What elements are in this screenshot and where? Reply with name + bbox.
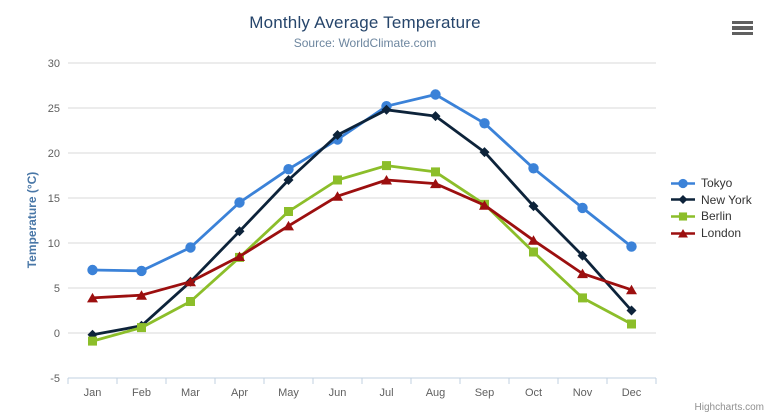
data-point-berlin[interactable] xyxy=(627,319,636,329)
series-line-berlin[interactable] xyxy=(91,164,633,343)
legend-item-london[interactable]: London xyxy=(670,225,752,242)
legend-label: London xyxy=(701,226,742,241)
data-point-berlin[interactable] xyxy=(137,323,146,333)
square-marker-icon xyxy=(671,212,695,221)
data-point-tokyo[interactable] xyxy=(283,164,294,175)
legend-item-tokyo[interactable]: Tokyo xyxy=(670,175,752,192)
data-point-new-york[interactable] xyxy=(381,104,392,115)
x-axis-label: Nov xyxy=(573,387,593,399)
data-point-berlin[interactable] xyxy=(431,167,440,177)
data-point-new-york[interactable] xyxy=(332,130,343,140)
y-axis-label: 5 xyxy=(54,283,60,295)
credits-link[interactable]: Highcharts.com xyxy=(694,402,764,413)
data-point-tokyo[interactable] xyxy=(626,241,637,252)
legend-marker-new-york[interactable] xyxy=(678,195,688,205)
series-tokyo xyxy=(87,89,637,277)
data-point-london[interactable] xyxy=(479,200,490,210)
series-berlin xyxy=(88,161,636,346)
x-axis-label: Mar xyxy=(181,387,200,399)
data-point-london[interactable] xyxy=(234,251,245,262)
data-point-berlin[interactable] xyxy=(88,336,97,346)
data-point-london[interactable] xyxy=(283,220,294,231)
data-point-tokyo[interactable] xyxy=(577,202,588,214)
circle-marker-icon xyxy=(671,178,695,188)
y-axis-label: 0 xyxy=(54,328,60,340)
data-point-tokyo[interactable] xyxy=(479,118,490,129)
triangle-marker-icon xyxy=(671,228,695,238)
x-axis-label: Oct xyxy=(525,387,542,399)
data-point-tokyo[interactable] xyxy=(185,242,196,253)
data-point-new-york[interactable] xyxy=(577,250,588,261)
x-axis-label: Dec xyxy=(622,387,642,399)
data-point-tokyo[interactable] xyxy=(528,163,539,174)
legend-marker-tokyo[interactable] xyxy=(678,178,688,188)
y-axis-label: -5 xyxy=(50,373,60,385)
series-line-london[interactable] xyxy=(91,178,633,300)
data-point-london[interactable] xyxy=(577,268,588,279)
legend-marker-london[interactable] xyxy=(678,228,688,238)
data-point-new-york[interactable] xyxy=(479,147,490,158)
data-point-tokyo[interactable] xyxy=(234,197,245,208)
y-axis-label: 30 xyxy=(48,58,60,70)
data-point-berlin[interactable] xyxy=(284,207,293,216)
x-axis-label: Jun xyxy=(329,387,347,399)
data-point-london[interactable] xyxy=(87,292,98,303)
data-point-london[interactable] xyxy=(136,290,147,300)
data-point-berlin[interactable] xyxy=(382,161,391,171)
data-point-berlin[interactable] xyxy=(333,175,342,185)
y-axis-label: 25 xyxy=(48,103,60,115)
x-axis-label: Apr xyxy=(231,387,248,399)
data-point-new-york[interactable] xyxy=(528,201,539,212)
data-point-london[interactable] xyxy=(185,276,196,287)
legend-item-new-york[interactable]: New York xyxy=(670,192,752,209)
x-axis-label: Sep xyxy=(475,387,495,399)
data-point-london[interactable] xyxy=(430,178,441,189)
data-point-berlin[interactable] xyxy=(578,293,587,303)
y-axis-title: Temperature (°C) xyxy=(25,171,39,269)
x-axis-label: Jul xyxy=(379,387,393,399)
legend-label: New York xyxy=(701,192,752,207)
series-line-new-york[interactable] xyxy=(91,108,633,337)
legend: Tokyo New York Berlin London xyxy=(670,175,752,241)
data-point-london[interactable] xyxy=(332,191,343,201)
legend-label: Tokyo xyxy=(701,176,733,191)
chart-title: Monthly Average Temperature xyxy=(249,13,481,32)
series-london xyxy=(87,175,637,303)
diamond-marker-icon xyxy=(671,195,695,205)
series-new-york xyxy=(87,104,637,340)
y-axis-label: 15 xyxy=(48,193,60,205)
x-axis-label: May xyxy=(278,387,299,399)
export-menu-button[interactable] xyxy=(729,18,757,40)
chart-subtitle: Source: WorldClimate.com xyxy=(293,36,437,50)
x-axis-label: Aug xyxy=(426,387,446,399)
y-axis-label: 10 xyxy=(48,238,60,250)
data-point-london[interactable] xyxy=(381,175,392,185)
data-point-new-york[interactable] xyxy=(283,175,294,185)
y-axis-label: 20 xyxy=(48,148,60,160)
x-axis-label: Feb xyxy=(132,387,151,399)
data-point-new-york[interactable] xyxy=(626,305,637,316)
data-point-berlin[interactable] xyxy=(529,247,538,257)
x-axis-label: Jan xyxy=(84,387,102,399)
data-point-london[interactable] xyxy=(528,235,539,245)
legend-item-berlin[interactable]: Berlin xyxy=(670,208,752,225)
data-point-berlin[interactable] xyxy=(186,297,195,306)
data-point-tokyo[interactable] xyxy=(87,264,98,276)
data-point-new-york[interactable] xyxy=(234,226,245,237)
data-point-tokyo[interactable] xyxy=(136,265,147,277)
data-point-tokyo[interactable] xyxy=(430,89,441,100)
data-point-london[interactable] xyxy=(626,284,637,295)
data-point-new-york[interactable] xyxy=(430,111,441,122)
legend-label: Berlin xyxy=(701,209,732,224)
legend-marker-berlin[interactable] xyxy=(678,212,688,221)
hamburger-menu-icon xyxy=(732,20,754,36)
